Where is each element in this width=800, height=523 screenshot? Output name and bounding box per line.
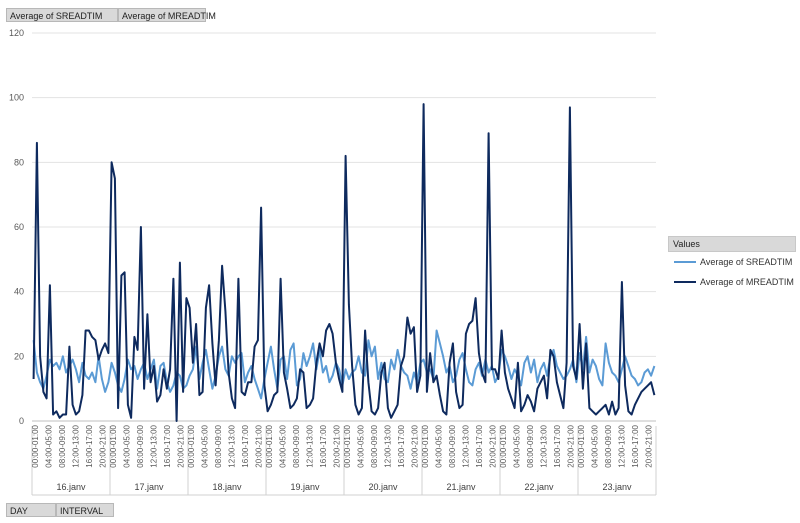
filter-chip-sreadtim[interactable]: Average of SREADTIM [6,8,118,22]
x-tick-label: 12:00-13:00 [306,424,315,467]
legend-item-mreadtim: Average of MREADTIM [668,272,796,292]
day-label: 22.janv [524,482,554,492]
x-tick-label: 20:00-21:00 [177,424,186,467]
x-tick-label: 08:00-09:00 [214,424,223,467]
day-label: 20.janv [368,482,398,492]
x-tick-label: 04:00-05:00 [357,424,366,467]
x-tick-label: 08:00-09:00 [58,424,67,467]
y-tick-label-60: 60 [14,222,24,232]
legend-label-sreadtim: Average of SREADTIM [700,257,793,267]
x-tick-label: 08:00-09:00 [292,424,301,467]
y-tick-label-0: 0 [19,416,24,426]
x-tick-label: 00:00-01:00 [187,424,196,467]
x-tick-label: 20:00-21:00 [645,424,654,467]
x-tick-label: 04:00-05:00 [279,424,288,467]
legend-swatch-mreadtim [674,281,696,283]
x-tick-label: 04:00-05:00 [591,424,600,467]
x-tick-label: 20:00-21:00 [489,424,498,467]
x-tick-label: 04:00-05:00 [513,424,522,467]
day-label: 23.janv [602,482,632,492]
legend: Values Average of SREADTIM Average of MR… [668,236,796,292]
x-tick-label: 12:00-13:00 [228,424,237,467]
filter-chip-mreadtim[interactable]: Average of MREADTIM [118,8,216,22]
x-tick-label: 00:00-01:00 [109,424,118,467]
x-tick-label: 04:00-05:00 [45,424,54,467]
x-tick-label: 16:00-17:00 [85,424,94,467]
x-tick-label: 20:00-21:00 [99,424,108,467]
day-label: 18.janv [212,482,242,492]
x-tick-label: 00:00-01:00 [421,424,430,467]
day-label: 19.janv [290,482,320,492]
x-tick-label: 08:00-09:00 [526,424,535,467]
row-chip-day[interactable]: DAY [6,503,56,517]
legend-item-sreadtim: Average of SREADTIM [668,252,796,272]
x-tick-label: 12:00-13:00 [540,424,549,467]
x-tick-label: 16:00-17:00 [397,424,406,467]
x-tick-label: 16:00-17:00 [319,424,328,467]
day-label: 16.janv [56,482,86,492]
x-tick-label: 16:00-17:00 [631,424,640,467]
x-tick-label: 08:00-09:00 [448,424,457,467]
day-label: 21.janv [446,482,476,492]
y-axis-ticks: 0 20 40 60 80 100 120 [9,28,24,426]
legend-swatch-sreadtim [674,261,696,263]
x-tick-label: 00:00-01:00 [343,424,352,467]
x-tick-label: 08:00-09:00 [136,424,145,467]
x-tick-label: 04:00-05:00 [435,424,444,467]
y-tick-label-120: 120 [9,28,24,38]
legend-title[interactable]: Values [668,236,796,252]
x-axis: 00:00-01:00 04:00-05:00 08:00-09:00 12:00-1… [31,424,657,496]
series-lines [32,103,656,422]
x-tick-label: 12:00-13:00 [72,424,81,467]
x-tick-label: 00:00-01:00 [577,424,586,467]
row-chip-interval[interactable]: INTERVAL [56,503,114,517]
x-tick-label: 12:00-13:00 [150,424,159,467]
x-tick-label: 20:00-21:00 [333,424,342,467]
x-tick-label: 16:00-17:00 [241,424,250,467]
x-tick-label: 20:00-21:00 [255,424,264,467]
x-tick-label: 20:00-21:00 [567,424,576,467]
x-tick-label: 12:00-13:00 [384,424,393,467]
x-tick-label: 16:00-17:00 [553,424,562,467]
y-tick-label-80: 80 [14,157,24,167]
x-tick-label: 00:00-01:00 [31,424,40,467]
y-tick-label-20: 20 [14,351,24,361]
y-tick-label-100: 100 [9,93,24,103]
legend-label-mreadtim: Average of MREADTIM [700,277,794,287]
x-tick-label: 08:00-09:00 [370,424,379,467]
x-tick-label: 04:00-05:00 [123,424,132,467]
x-tick-label: 04:00-05:00 [201,424,210,467]
series-line-mreadtim [32,103,656,422]
x-tick-label: 16:00-17:00 [475,424,484,467]
x-tick-label: 00:00-01:00 [265,424,274,467]
y-tick-label-40: 40 [14,287,24,297]
x-tick-label: 12:00-13:00 [462,424,471,467]
x-tick-label: 20:00-21:00 [411,424,420,467]
x-tick-label: 16:00-17:00 [163,424,172,467]
x-tick-label: 00:00-01:00 [499,424,508,467]
x-tick-label: 12:00-13:00 [618,424,627,467]
day-label: 17.janv [134,482,164,492]
x-tick-label: 08:00-09:00 [604,424,613,467]
